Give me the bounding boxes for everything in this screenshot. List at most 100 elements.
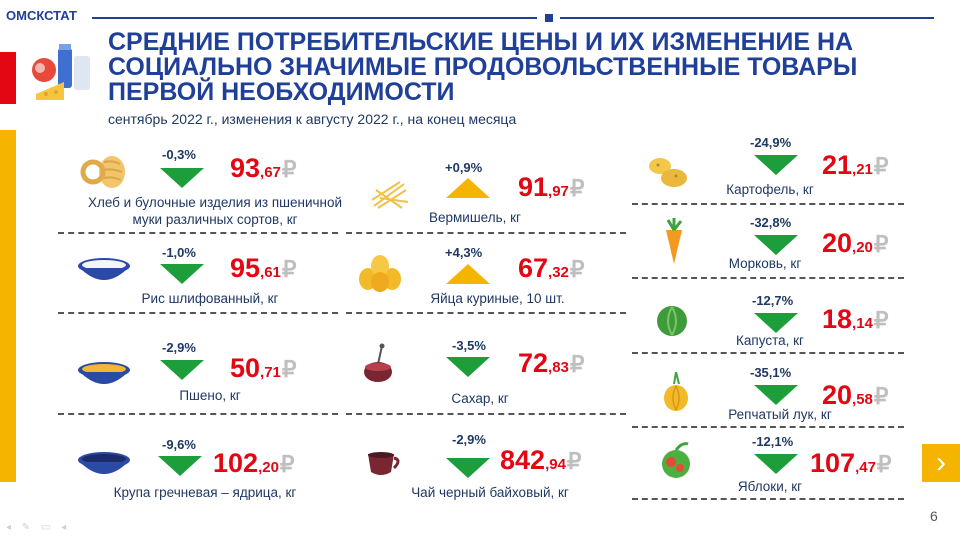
noodles-icon <box>371 181 409 209</box>
price-value: 91,97₽ <box>518 172 585 203</box>
product-name: Пшено, кг <box>179 388 241 403</box>
price-decimal: ,58 <box>852 391 873 408</box>
row-divider <box>632 277 904 279</box>
carrot-icon <box>666 218 683 264</box>
change-label: +0,9% <box>445 160 483 175</box>
price-decimal: ,20 <box>852 239 873 256</box>
price-decimal: ,14 <box>852 315 873 332</box>
price-value: 18,14₽ <box>822 304 889 335</box>
price-decimal: ,71 <box>260 364 281 381</box>
product-name: Яблоки, кг <box>737 479 803 494</box>
ruble-icon: ₽ <box>279 451 295 477</box>
header-rule-square <box>545 14 553 22</box>
product-name: Хлеб и булочные изделия из пшеничной мук… <box>87 195 343 227</box>
ruble-icon: ₽ <box>281 356 297 382</box>
price-value: 95,61₽ <box>230 253 297 284</box>
price-integer: 91 <box>518 172 549 202</box>
next-slide-button[interactable]: › <box>922 444 960 482</box>
brand-logo-text: ОМСКСТАТ <box>6 8 77 23</box>
change-label: -3,5% <box>452 338 486 353</box>
decrease-arrow <box>754 385 798 405</box>
page-subtitle: сентябрь 2022 г., изменения к августу 20… <box>108 111 517 127</box>
decrease-arrow <box>754 454 798 474</box>
ruble-icon: ₽ <box>569 175 585 201</box>
price-decimal: ,67 <box>260 164 281 181</box>
price-integer: 20 <box>822 380 853 410</box>
price-integer: 72 <box>518 348 549 378</box>
price-value: 102,20₽ <box>213 448 295 479</box>
tea-cup-icon <box>368 452 400 475</box>
groceries-icon <box>32 44 90 100</box>
price-decimal: ,61 <box>260 264 281 281</box>
ruble-icon: ₽ <box>873 231 889 257</box>
price-integer: 93 <box>230 153 261 183</box>
change-label: -1,0% <box>162 245 196 260</box>
price-value: 21,21₽ <box>822 150 889 181</box>
product-name: Морковь, кг <box>728 256 802 271</box>
cabbage-icon <box>657 306 687 336</box>
row-divider <box>632 352 904 354</box>
decrease-arrow <box>446 458 490 478</box>
decrease-arrow <box>446 357 490 377</box>
product-name: Картофель, кг <box>726 182 814 197</box>
accent-bar-red <box>0 52 16 104</box>
sugar-icon <box>364 343 392 382</box>
change-label: -12,1% <box>752 434 794 449</box>
decrease-arrow <box>160 168 204 188</box>
ruble-icon: ₽ <box>873 153 889 179</box>
increase-arrow <box>446 264 490 284</box>
slide-nav-toolbar[interactable]: ◂ ✎ ▭ ◂ <box>6 522 71 533</box>
change-label: -12,7% <box>752 293 794 308</box>
decrease-arrow <box>158 456 202 476</box>
price-value: 93,67₽ <box>230 153 297 184</box>
product-name: Рис шлифованный, кг <box>141 291 279 306</box>
product-name: Сахар, кг <box>451 391 509 406</box>
ruble-icon: ₽ <box>281 156 297 182</box>
decrease-arrow <box>754 313 798 333</box>
price-decimal: ,20 <box>258 459 279 476</box>
change-label: -9,6% <box>162 437 196 452</box>
price-integer: 18 <box>822 304 853 334</box>
onion-icon <box>664 371 688 411</box>
increase-arrow <box>446 178 490 198</box>
row-divider <box>632 203 904 205</box>
header-rule-right <box>560 17 934 19</box>
price-value: 67,32₽ <box>518 253 585 284</box>
product-name: Чай черный байховый, кг <box>411 485 569 500</box>
row-divider <box>346 413 626 415</box>
bread-icon <box>80 156 125 188</box>
price-integer: 67 <box>518 253 549 283</box>
accent-bar-yellow <box>0 130 16 482</box>
decrease-arrow <box>160 360 204 380</box>
potato-icon <box>649 158 687 187</box>
decrease-arrow <box>754 235 798 255</box>
change-label: +4,3% <box>445 245 483 260</box>
row-divider <box>58 413 338 415</box>
product-name: Капуста, кг <box>736 333 804 348</box>
price-decimal: ,32 <box>548 264 569 281</box>
decrease-arrow <box>160 264 204 284</box>
product-name: Крупа гречневая – ядрица, кг <box>113 485 297 500</box>
row-divider <box>632 498 904 500</box>
rice-bowl-icon <box>78 258 130 280</box>
price-decimal: ,21 <box>852 161 873 178</box>
price-value: 20,58₽ <box>822 380 889 411</box>
price-value: 72,83₽ <box>518 348 585 379</box>
price-integer: 20 <box>822 228 853 258</box>
row-divider <box>632 426 904 428</box>
price-value: 107,47₽ <box>810 448 892 479</box>
millet-bowl-icon <box>78 362 130 384</box>
price-integer: 102 <box>213 448 259 478</box>
ruble-icon: ₽ <box>873 307 889 333</box>
product-name: Яйца куриные, 10 шт. <box>430 291 565 306</box>
price-value: 842,94₽ <box>500 445 582 476</box>
change-label: -24,9% <box>750 135 792 150</box>
change-label: -0,3% <box>162 147 196 162</box>
price-value: 50,71₽ <box>230 353 297 384</box>
change-label: -35,1% <box>750 365 792 380</box>
page-number: 6 <box>930 508 938 524</box>
ruble-icon: ₽ <box>566 448 582 474</box>
price-decimal: ,94 <box>545 456 566 473</box>
decrease-arrow <box>754 155 798 175</box>
price-integer: 842 <box>500 445 546 475</box>
